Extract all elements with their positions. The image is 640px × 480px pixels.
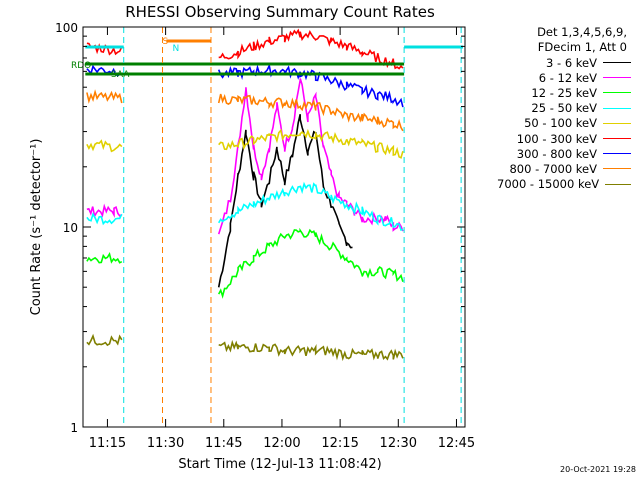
series-line-2-seg-2 [217,78,404,235]
generated-timestamp: 20-Oct-2021 19:28 [560,465,636,474]
x-tick-label-1: 11:15 [89,436,126,451]
series-line-9-seg-1 [86,333,123,347]
legend-swatch [603,92,631,94]
x-tick-label-3: 11:45 [205,436,242,451]
x-tick-label-7: 12:45 [438,436,475,451]
series-line-4-seg-1 [86,212,123,226]
legend-swatch [603,62,631,64]
legend-entry-7: 300 - 800 keV [497,146,637,161]
flag-label-4: N [173,44,180,54]
legend-entry-8: 800 - 7000 keV [497,161,637,176]
series-line-8-seg-1 [86,89,123,104]
flag-label-1: RDO [71,61,91,71]
series-line-8-seg-2 [217,93,404,132]
x-tick-label-2: 11:30 [147,436,184,451]
x-axis-label: Start Time (12-Jul-13 11:08:42) [178,457,381,472]
series-line-4-seg-2 [218,181,404,231]
chart-title: RHESSI Observing Summary Count Rates [125,3,435,21]
series-line-7-seg-2 [217,64,404,108]
series-line-5-seg-1 [86,139,123,153]
legend-entry-label: 25 - 50 keV [531,101,597,116]
legend-swatch [603,153,631,155]
series-line-3-seg-1 [86,251,123,264]
x-tick-label-4: 12:00 [263,436,300,451]
flag-label-2: SAA [111,70,130,80]
legend-entry-9: 7000 - 15000 keV [497,177,637,192]
legend-swatch [603,168,631,170]
legend-entry-5: 50 - 100 keV [497,116,637,131]
legend-entry-3: 12 - 25 keV [497,85,637,100]
legend: Det 1,3,4,5,6,9, FDecim 1, Att 0 3 - 6 k… [497,25,637,192]
legend-swatch [605,183,631,185]
legend-swatch [603,122,631,124]
series-line-3-seg-2 [217,227,404,299]
series-line-1-seg-2 [217,114,353,288]
plot-layer: RDO SAA SN [71,27,464,427]
legend-entry-6: 100 - 300 keV [497,131,637,146]
series-line-5-seg-2 [218,128,404,159]
flag-label-3: S [163,37,169,47]
legend-entry-1: 3 - 6 keV [497,55,637,70]
series-line-6-seg-1 [86,42,123,56]
legend-entry-label: 12 - 25 keV [531,85,597,100]
y-tick-label-2: 10 [63,221,78,235]
legend-header-1: Det 1,3,4,5,6,9, [537,25,627,39]
y-tick-label-1: 1 [70,421,78,435]
legend-entry-label: 800 - 7000 keV [509,161,597,176]
legend-header-2: FDecim 1, Att 0 [537,40,627,54]
axis-layer: 1 10 100 11:15 11:30 11:45 12:00 12:15 12:30 12:4… [55,21,475,451]
legend-entries: 3 - 6 keV 6 - 12 keV 12 - 25 keV 25 - 50 ke… [497,55,637,192]
series-line-6-seg-2 [218,28,404,70]
y-tick-label-3: 100 [55,21,78,35]
y-axis-label: Count Rate (s⁻¹ detector⁻¹) [29,139,44,316]
legend-entry-label: 3 - 6 keV [546,55,597,70]
legend-entry-label: 100 - 300 keV [516,131,597,146]
legend-entry-label: 7000 - 15000 keV [497,177,600,192]
series-line-9-seg-2 [218,339,404,362]
x-tick-label-5: 12:15 [321,436,358,451]
legend-swatch [603,138,631,140]
legend-entry-label: 300 - 800 keV [516,146,597,161]
x-tick-label-6: 12:30 [380,436,417,451]
legend-swatch [603,77,631,79]
legend-entry-2: 6 - 12 keV [497,70,637,85]
legend-swatch [603,107,631,109]
legend-entry-4: 25 - 50 keV [497,101,637,116]
series-line-2-seg-1 [86,203,123,219]
legend-entry-label: 50 - 100 keV [524,116,597,131]
plot-frame [82,26,466,428]
legend-entry-label: 6 - 12 keV [538,70,597,85]
